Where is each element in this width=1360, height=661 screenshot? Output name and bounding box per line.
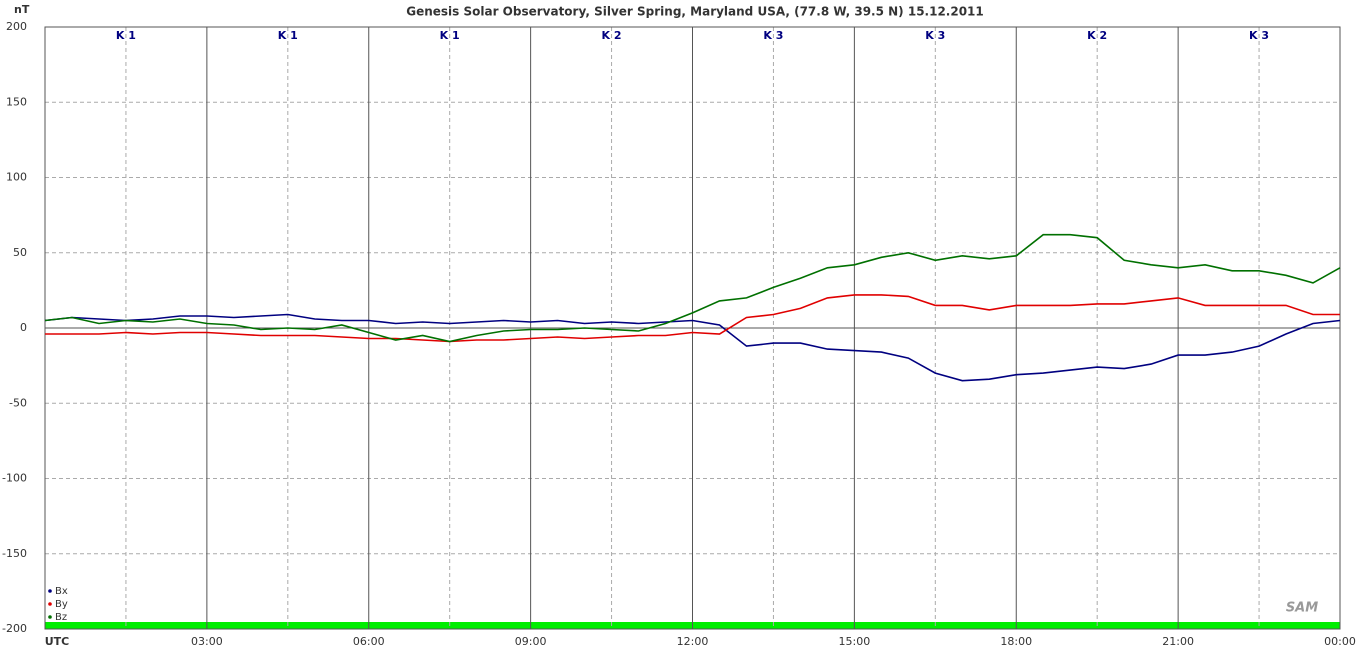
x-tick-label: 09:00 xyxy=(515,635,547,648)
legend-marker xyxy=(48,602,52,606)
y-tick-label: -50 xyxy=(9,396,27,409)
plot-frame xyxy=(44,26,1341,630)
legend-label: Bz xyxy=(55,612,67,623)
x-tick-label: 12:00 xyxy=(677,635,709,648)
logo: SAM xyxy=(1286,601,1318,616)
legend-marker xyxy=(48,589,52,593)
x-tick-label: 03:00 xyxy=(191,635,223,648)
y-tick-label: 50 xyxy=(13,246,27,259)
data-line xyxy=(45,294,1340,343)
k-index-label: K 3 xyxy=(925,29,945,42)
k-index-label: K 2 xyxy=(602,29,622,42)
chart-title: Genesis Solar Observatory, Silver Spring… xyxy=(406,5,984,19)
x-tick-label: 18:00 xyxy=(1000,635,1032,648)
y-tick-label: 200 xyxy=(6,20,27,33)
legend-label: By xyxy=(55,599,68,610)
k-index-label: K 2 xyxy=(1087,29,1107,42)
k-index-label: K 1 xyxy=(440,29,460,42)
y-tick-label: -100 xyxy=(2,472,27,485)
y-tick-label: 150 xyxy=(6,95,27,108)
k-index-label: K 3 xyxy=(1249,29,1269,42)
k-index-label: K 1 xyxy=(278,29,298,42)
k-index-label: K 3 xyxy=(763,29,783,42)
legend-marker xyxy=(48,615,52,619)
data-line xyxy=(44,313,1341,382)
x-tick-label: UTC xyxy=(45,635,70,648)
k-index-label: K 1 xyxy=(116,29,136,42)
x-tick-label: 06:00 xyxy=(353,635,385,648)
data-line xyxy=(44,233,1341,343)
y-tick-label: -150 xyxy=(2,547,27,560)
y-tick-label: -200 xyxy=(2,622,27,635)
y-axis-label: nT xyxy=(14,3,30,16)
y-tick-label: 100 xyxy=(6,171,27,184)
x-tick-label: 00:00 xyxy=(1324,635,1356,648)
legend-label: Bx xyxy=(55,586,68,597)
x-tick-label: 15:00 xyxy=(839,635,871,648)
y-tick-label: 0 xyxy=(20,321,27,334)
x-tick-label: 21:00 xyxy=(1162,635,1194,648)
